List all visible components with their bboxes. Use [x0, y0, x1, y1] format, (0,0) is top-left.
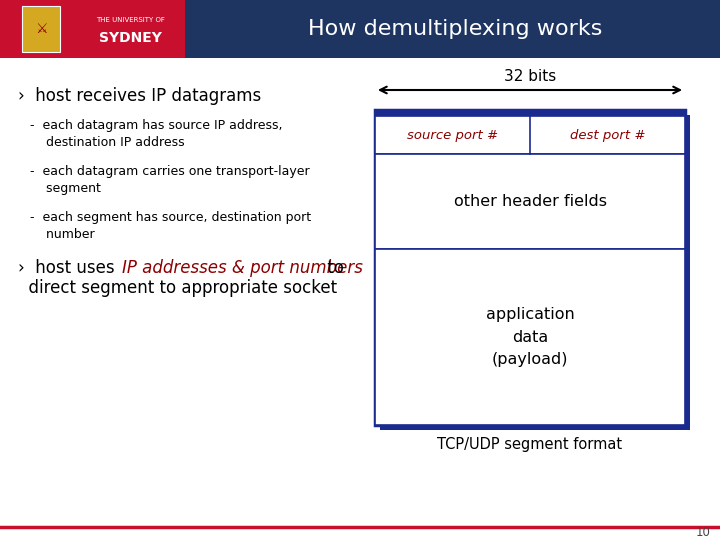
Text: ⚔: ⚔ — [35, 22, 48, 36]
Text: 10: 10 — [696, 526, 711, 539]
Bar — [0, 0, 720, 58]
Text: -  each segment has source, destination port
    number: - each segment has source, destination p… — [30, 211, 311, 241]
Bar — [0, 0, 185, 58]
Text: source port #: source port # — [407, 129, 498, 141]
Text: application
data
(payload): application data (payload) — [485, 307, 575, 367]
Text: dest port #: dest port # — [570, 129, 645, 141]
Bar — [375, 110, 685, 116]
Text: direct segment to appropriate socket: direct segment to appropriate socket — [18, 279, 337, 297]
Text: IP addresses & port numbers: IP addresses & port numbers — [122, 259, 363, 277]
Text: 32 bits: 32 bits — [504, 69, 556, 84]
Text: other header fields: other header fields — [454, 194, 606, 209]
Text: ›  host receives IP datagrams: › host receives IP datagrams — [18, 87, 261, 105]
FancyBboxPatch shape — [22, 6, 60, 52]
Text: How demultiplexing works: How demultiplexing works — [308, 19, 602, 39]
Text: -  each datagram carries one transport-layer
    segment: - each datagram carries one transport-la… — [30, 165, 310, 195]
Bar — [375, 110, 685, 425]
Text: THE UNIVERSITY OF: THE UNIVERSITY OF — [96, 17, 164, 23]
Text: -  each datagram has source IP address,
    destination IP address: - each datagram has source IP address, d… — [30, 119, 282, 149]
Text: TCP/UDP segment format: TCP/UDP segment format — [438, 437, 623, 453]
Text: ›  host uses: › host uses — [18, 259, 120, 277]
Bar — [375, 154, 685, 249]
Text: SYDNEY: SYDNEY — [99, 31, 161, 45]
Bar — [375, 116, 685, 154]
Bar — [375, 249, 685, 425]
Bar — [380, 115, 690, 430]
Text: to: to — [322, 259, 344, 277]
